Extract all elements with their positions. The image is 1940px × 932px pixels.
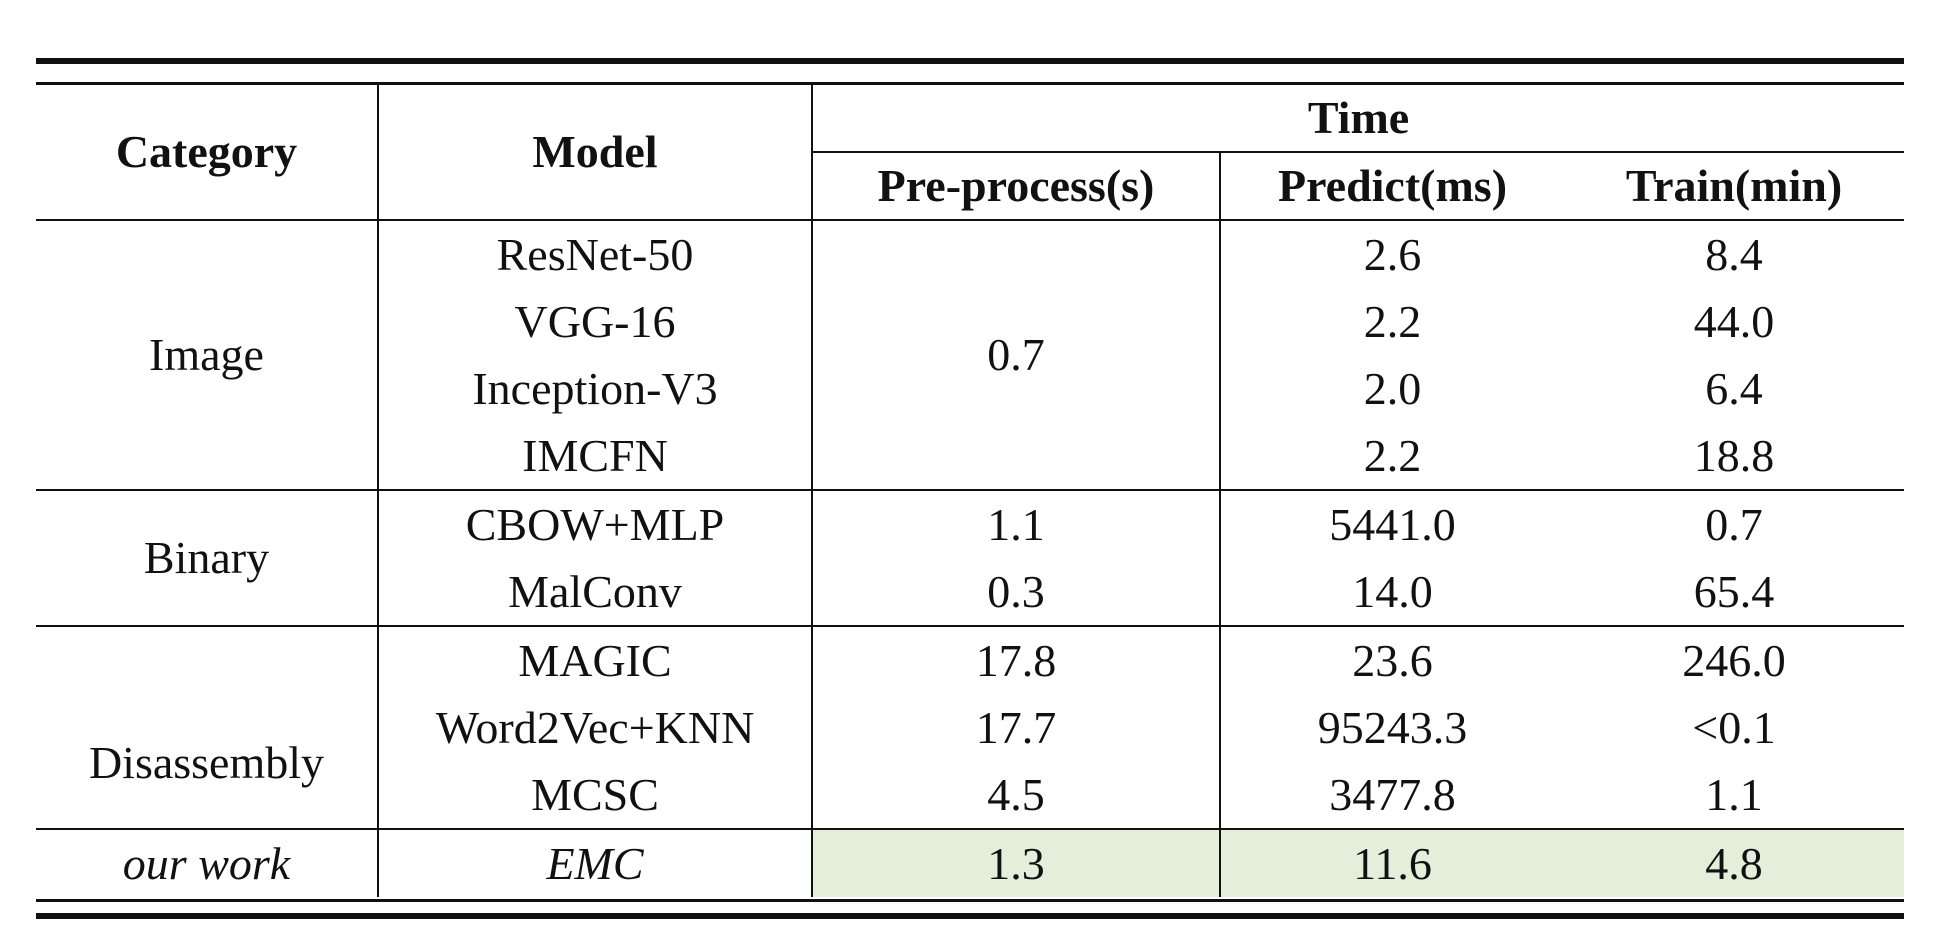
train-cell: 6.4 xyxy=(1705,362,1763,414)
category-cell-image: Image xyxy=(36,220,379,491)
category-cell-disassembly: Disassembly xyxy=(36,626,379,830)
train-cell: 44.0 xyxy=(1693,295,1775,347)
predict-cell: 2.0 xyxy=(1363,362,1422,414)
predict-cell: 5441.0 xyxy=(1329,498,1456,550)
predict-cell: 2.6 xyxy=(1363,228,1422,280)
predict-cell: 14.0 xyxy=(1220,558,1564,627)
preprocess-cell: 17.8 xyxy=(812,626,1221,694)
predict-cell: 3477.8 xyxy=(1220,761,1564,830)
model-cell: MAGIC xyxy=(378,626,813,694)
preprocess-cell-highlight: 1.3 xyxy=(812,829,1221,897)
train-cell: 0.7 xyxy=(1705,498,1763,550)
train-cell-highlight: 4.8 xyxy=(1564,829,1904,897)
model-cell: ResNet-50 xyxy=(378,220,813,288)
header-time: Time xyxy=(1307,92,1410,143)
header-model: Model xyxy=(378,85,813,221)
model-cell: CBOW+MLP xyxy=(378,490,813,558)
header-train: Train(min) xyxy=(1564,151,1904,221)
table-row: MalConv 0.3 14.0 65.4 xyxy=(36,558,1904,627)
bottom-rule-thin xyxy=(36,899,1904,902)
category-cell-our-work: our work xyxy=(36,829,379,897)
header-category: Category xyxy=(36,85,379,221)
table-row: Image ResNet-50 0.7 2.6 8.4 xyxy=(36,220,1904,491)
bottom-rule-thick xyxy=(36,913,1904,919)
model-cell: MalConv xyxy=(378,558,813,627)
predict-cell-highlight: 11.6 xyxy=(1220,829,1564,897)
table-row: Word2Vec+KNN 17.7 95243.3 <0.1 xyxy=(36,694,1904,761)
preprocess-cell: 4.5 xyxy=(812,761,1221,830)
train-cell: <0.1 xyxy=(1692,701,1776,753)
model-cell: MCSC xyxy=(378,761,813,830)
top-rule-thin xyxy=(36,82,1904,85)
header-row-top: Category Model Time xyxy=(36,85,1904,221)
top-rule-thick xyxy=(36,58,1904,64)
predict-cell: 2.2 xyxy=(1220,422,1564,491)
preprocess-cell-image: 0.7 xyxy=(812,220,1221,491)
table-row: Disassembly MAGIC 17.8 23.6 246.0 xyxy=(36,626,1904,830)
train-cell: 246.0 xyxy=(1682,634,1786,686)
table-row: Binary CBOW+MLP 1.1 5441.0 0.7 xyxy=(36,490,1904,627)
header-predict: Predict(ms) xyxy=(1220,151,1564,221)
model-cell: Word2Vec+KNN xyxy=(378,694,813,761)
header-preprocess: Pre-process(s) xyxy=(812,151,1221,221)
preprocess-cell: 17.7 xyxy=(812,694,1221,761)
table-row: VGG-16 2.2 44.0 xyxy=(36,288,1904,355)
preprocess-cell: 0.3 xyxy=(812,558,1221,627)
table-row: MCSC 4.5 3477.8 1.1 xyxy=(36,761,1904,830)
train-cell: 8.4 xyxy=(1705,228,1763,280)
header-row-bottom: Pre-process(s) Predict(ms) Train(min) xyxy=(36,151,1904,221)
model-cell-emc: EMC xyxy=(378,829,813,897)
table-row-our-work: our work EMC 1.3 11.6 4.8 xyxy=(36,829,1904,897)
timing-results-table: Category Model Time Pre-process(s) Predi… xyxy=(36,85,1904,897)
model-cell: VGG-16 xyxy=(378,288,813,355)
train-cell: 1.1 xyxy=(1564,761,1904,830)
train-cell: 18.8 xyxy=(1564,422,1904,491)
table-row: IMCFN 2.2 18.8 xyxy=(36,422,1904,491)
preprocess-cell: 1.1 xyxy=(812,490,1221,558)
predict-cell: 2.2 xyxy=(1363,295,1422,347)
train-cell: 65.4 xyxy=(1564,558,1904,627)
predict-cell: 23.6 xyxy=(1352,634,1433,686)
predict-cell: 95243.3 xyxy=(1317,701,1468,753)
model-cell: Inception-V3 xyxy=(378,355,813,422)
model-cell: IMCFN xyxy=(378,422,813,491)
table-row: Inception-V3 2.0 6.4 xyxy=(36,355,1904,422)
category-cell-binary: Binary xyxy=(36,490,379,627)
